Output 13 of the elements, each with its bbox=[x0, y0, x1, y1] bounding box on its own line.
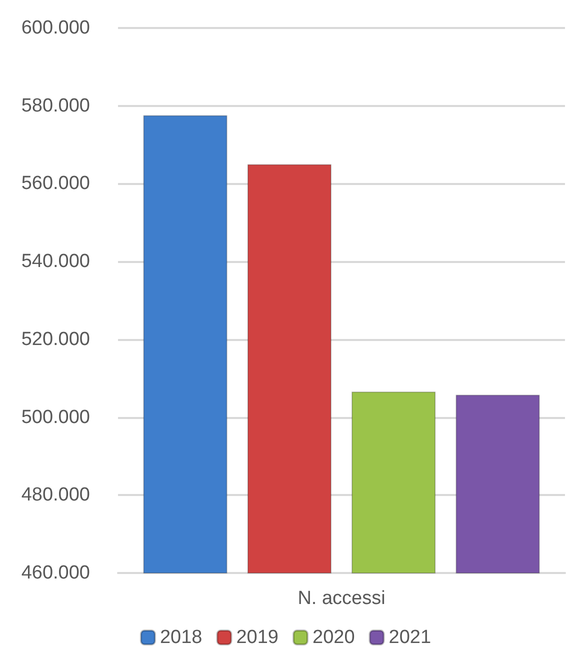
y-tick-label: 540.000 bbox=[21, 251, 90, 272]
legend-label: 2019 bbox=[236, 627, 279, 648]
y-tick-label: 580.000 bbox=[21, 95, 90, 116]
y-tick-label: 460.000 bbox=[21, 562, 90, 584]
y-tick-label: 480.000 bbox=[21, 484, 90, 506]
y-tick-label: 560.000 bbox=[21, 173, 90, 194]
legend-label: 2020 bbox=[312, 627, 355, 648]
y-tick-label: 500.000 bbox=[21, 406, 90, 428]
x-tick-label: N. accessi bbox=[298, 588, 386, 609]
legend-label: 2021 bbox=[388, 627, 432, 648]
y-tick-label: 520.000 bbox=[21, 328, 90, 350]
y-tick-label: 600.000 bbox=[21, 18, 90, 38]
legend-label: 2018 bbox=[160, 627, 202, 648]
